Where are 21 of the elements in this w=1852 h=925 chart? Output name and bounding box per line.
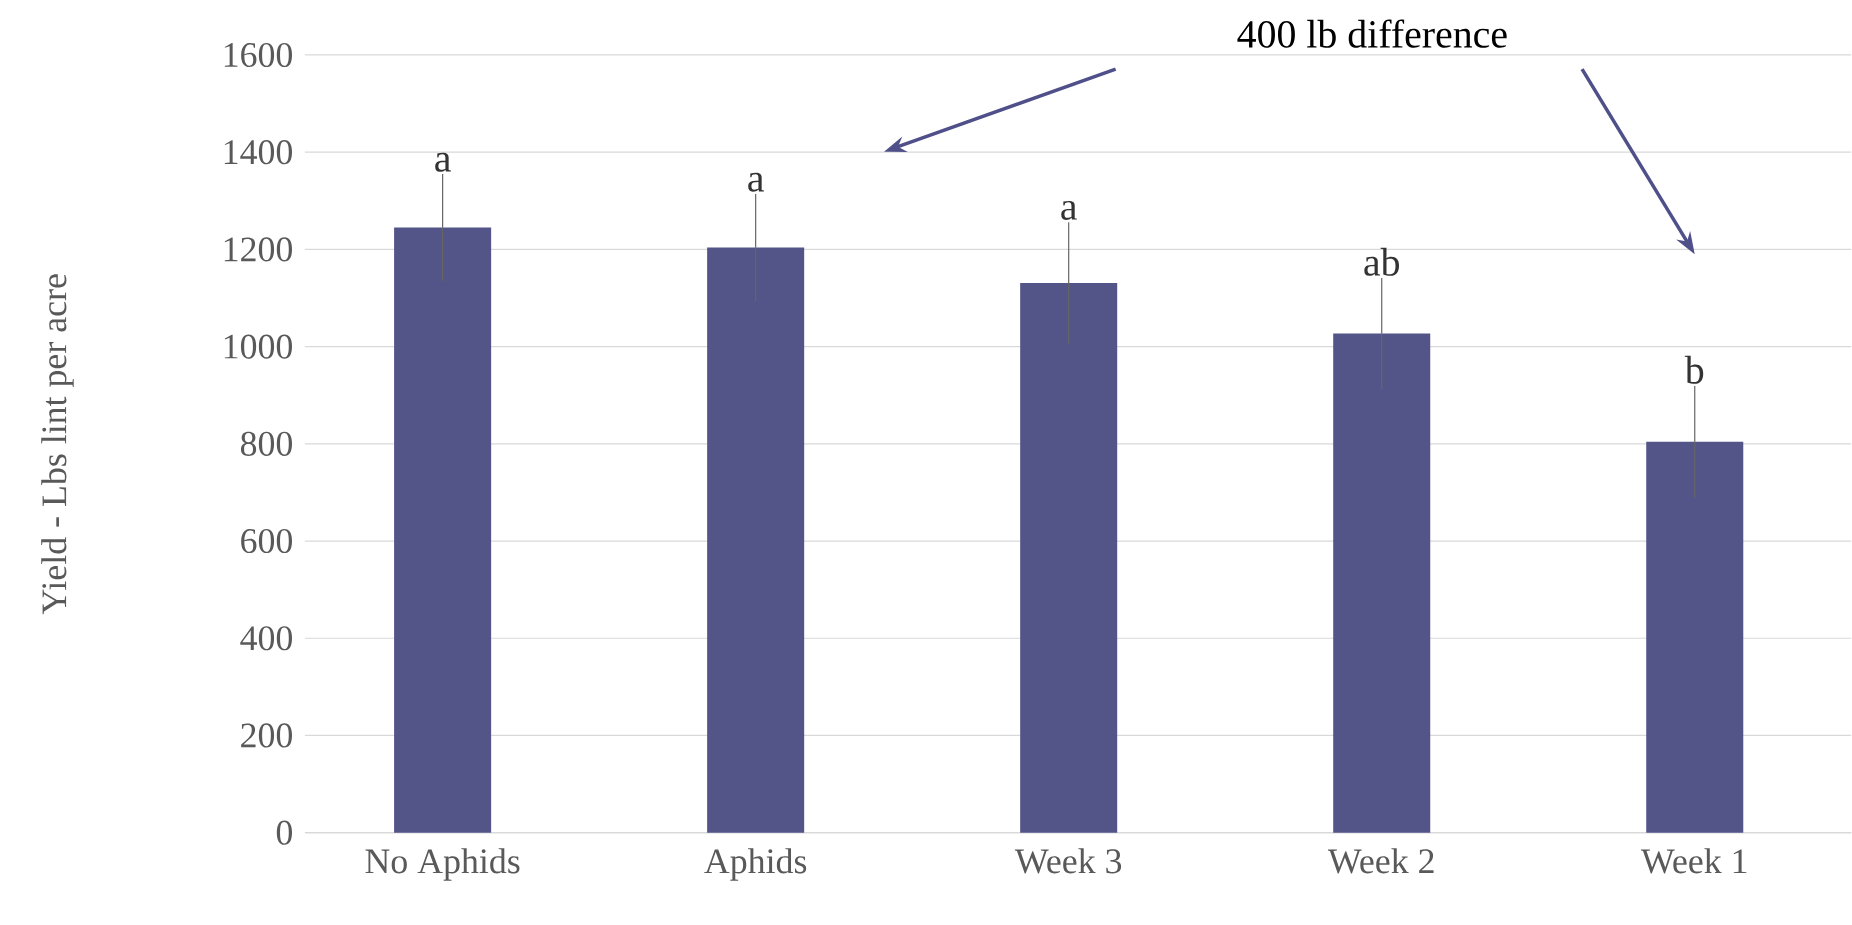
x-tick-label: Week 1 (1640, 848, 1747, 874)
y-tick-label: 1600 (224, 43, 292, 68)
y-tick-label: 800 (240, 431, 292, 457)
annotation: a (748, 172, 764, 192)
y-axis-title: Yield - Lbs lint per acre (41, 274, 74, 615)
x-tick-label: No Aphids (365, 848, 520, 881)
y-tick-label: 400 (240, 626, 292, 651)
text: 400 lb difference (1237, 19, 1507, 48)
annotation: a (435, 152, 451, 173)
y-tick-label: 1400 (224, 140, 292, 165)
annotation: ab (1364, 248, 1400, 277)
y-tick-label: 600 (241, 529, 292, 554)
y-tick-label: 0 (276, 820, 292, 845)
x-tick-label: Aphids (704, 848, 807, 881)
x-tick-label: Week 2 (1327, 848, 1434, 874)
annotation: b (1684, 355, 1704, 384)
y-tick-label: 1200 (224, 237, 292, 262)
x-tick-label: Week 3 (1014, 848, 1122, 874)
y-tick-label: 1000 (224, 334, 292, 359)
annotation: a (1061, 201, 1077, 221)
y-tick-label: 200 (241, 723, 292, 748)
